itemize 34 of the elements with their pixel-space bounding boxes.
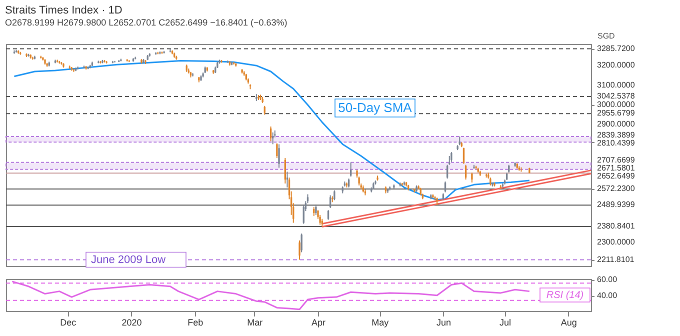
y-tick-label: 3200.0000 bbox=[597, 60, 636, 70]
chart-subtitle: O2678.9199 H2679.9800 L2652.0701 C2652.6499 −16.8401 (−0.63%) bbox=[5, 18, 288, 28]
y-tick-label: 3285.7200 bbox=[597, 44, 636, 53]
x-tick-label: Mar bbox=[247, 318, 263, 328]
y-tick-label: 2955.6799 bbox=[597, 108, 636, 118]
y-tick-label: 2671.5801 bbox=[597, 163, 636, 172]
y-tick-label: 2839.3899 bbox=[597, 130, 636, 140]
y-tick-label: 2489.9399 bbox=[597, 200, 636, 210]
y-tick-label: 40.00 bbox=[597, 291, 618, 300]
x-tick-label: Aug bbox=[560, 318, 577, 328]
x-tick-label: 2020 bbox=[122, 318, 142, 328]
y-tick-label: 3042.5378 bbox=[597, 92, 636, 101]
y-tick-label: 2652.6499 bbox=[597, 171, 636, 180]
ref-line-label: June 2009 Low bbox=[91, 254, 166, 266]
y-tick-label: 2380.8401 bbox=[597, 222, 636, 231]
y-tick-label: 2900.0000 bbox=[597, 120, 636, 129]
y-tick-label: 2707.6699 bbox=[597, 155, 636, 164]
x-tick-label: Feb bbox=[188, 318, 204, 328]
chart-title: Straits Times Index · 1D bbox=[5, 4, 122, 16]
y-tick-label: 2810.4399 bbox=[597, 138, 636, 148]
x-tick-label: Apr bbox=[311, 318, 326, 328]
y-axis-title: SGD bbox=[598, 32, 616, 40]
y-tick-label: 60.00 bbox=[597, 274, 618, 284]
series-label: RSI (14) bbox=[546, 290, 584, 301]
y-tick-label: 2572.2300 bbox=[597, 184, 636, 193]
y-tick-label: 2300.0000 bbox=[597, 237, 636, 246]
y-tick-label: 2211.8101 bbox=[597, 254, 635, 264]
x-tick-label: May bbox=[372, 318, 390, 328]
series-label: 50-Day SMA bbox=[338, 100, 412, 115]
x-tick-label: Jun bbox=[436, 318, 451, 328]
y-tick-label: 3100.0000 bbox=[597, 80, 636, 90]
x-tick-label: Dec bbox=[60, 318, 77, 328]
y-tick-label: 3000.0000 bbox=[597, 100, 636, 109]
x-tick-label: Jul bbox=[500, 318, 512, 328]
